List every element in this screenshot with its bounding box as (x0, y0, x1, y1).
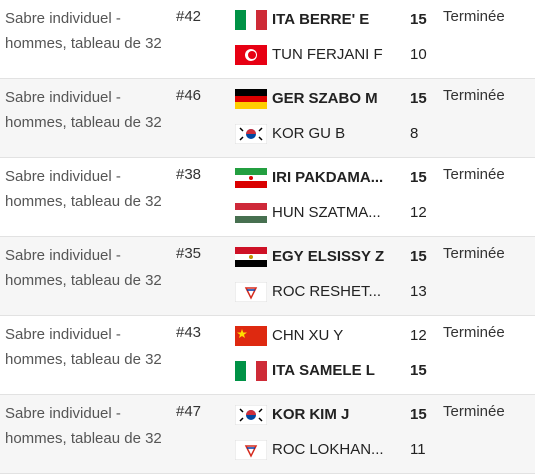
competitor: IRI PAKDAMA... 15 (235, 166, 535, 191)
score: 12 (410, 204, 427, 221)
competitor: EGY ELSISSY Z 15 (235, 245, 535, 270)
score: 15 (410, 248, 427, 265)
score: 10 (410, 46, 427, 63)
competitor: HUN SZATMA... 12 (235, 201, 535, 226)
match-row: Sabre individuel - hommes, tableau de 32… (0, 0, 535, 79)
competitor-label: ROC LOKHAN... (272, 441, 384, 458)
competitor: ITA SAMELE L 15 (235, 359, 535, 384)
competitor-label: ITA SAMELE L (272, 362, 375, 379)
competitor: ROC RESHET... 13 (235, 280, 535, 305)
competitor: KOR GU B 8 (235, 122, 535, 147)
athlete-name: FERJANI F (306, 46, 383, 63)
flag (235, 326, 267, 346)
athlete-name: PAKDAMA... (295, 169, 384, 186)
match-number: #43 (176, 324, 202, 341)
event-name: Sabre individuel - hommes, tableau de 32 (5, 168, 162, 210)
country-code: EGY (272, 248, 304, 265)
score: 11 (410, 441, 426, 458)
country-code: KOR (272, 406, 306, 423)
match-row: Sabre individuel - hommes, tableau de 32… (0, 395, 535, 474)
flag (235, 124, 267, 144)
match-number: #35 (176, 245, 202, 262)
flag (235, 89, 267, 109)
athlete-name: SZABO M (308, 90, 378, 107)
competitor-label: EGY ELSISSY Z (272, 248, 384, 265)
match-row: Sabre individuel - hommes, tableau de 32… (0, 158, 535, 237)
country-code: KOR (272, 125, 305, 142)
status: Terminée (443, 324, 505, 341)
event-name: Sabre individuel - hommes, tableau de 32 (5, 247, 162, 289)
athlete-name: KIM J (309, 406, 350, 423)
score: 15 (410, 90, 427, 107)
score: 15 (410, 11, 427, 28)
score: 13 (410, 283, 427, 300)
country-code: CHN (272, 327, 305, 344)
competitor: ITA BERRE' E 15 (235, 8, 535, 33)
competitor-label: HUN SZATMA... (272, 204, 381, 221)
competitor-label: KOR KIM J (272, 406, 349, 423)
competitor-label: ITA BERRE' E (272, 11, 369, 28)
event-name: Sabre individuel - hommes, tableau de 32 (5, 326, 162, 368)
score: 8 (410, 125, 419, 142)
score: 15 (410, 169, 427, 186)
athlete-name: ELSISSY Z (307, 248, 385, 265)
flag (235, 203, 267, 223)
match-row: Sabre individuel - hommes, tableau de 32… (0, 237, 535, 316)
flag (235, 10, 267, 30)
country-code: ITA (272, 362, 296, 379)
athlete-name: XU Y (308, 327, 344, 344)
athlete-name: GU B (308, 125, 346, 142)
match-number: #47 (176, 403, 202, 420)
country-code: ROC (272, 283, 306, 300)
score: 15 (410, 362, 427, 379)
athlete-name: SZATMA... (308, 204, 381, 221)
competitor-label: ROC RESHET... (272, 283, 381, 300)
athlete-name: RESHET... (309, 283, 382, 300)
country-code: GER (272, 90, 305, 107)
status: Terminée (443, 87, 505, 104)
flag (235, 45, 267, 65)
status: Terminée (443, 8, 505, 25)
flag (235, 405, 267, 425)
competitor-label: KOR GU B (272, 125, 345, 142)
flag (235, 440, 267, 460)
flag (235, 247, 267, 267)
match-row: Sabre individuel - hommes, tableau de 32… (0, 79, 535, 158)
competitor: TUN FERJANI F 10 (235, 43, 535, 68)
competitor-label: GER SZABO M (272, 90, 378, 107)
match-number: #46 (176, 87, 202, 104)
match-number: #42 (176, 8, 202, 25)
competitor: CHN XU Y 12 (235, 324, 535, 349)
status: Terminée (443, 166, 505, 183)
competitor: KOR KIM J 15 (235, 403, 535, 428)
country-code: HUN (272, 204, 305, 221)
athlete-name: SAMELE L (299, 362, 375, 379)
competitor-label: CHN XU Y (272, 327, 343, 344)
flag (235, 361, 267, 381)
event-name: Sabre individuel - hommes, tableau de 32 (5, 89, 162, 131)
flag (235, 168, 267, 188)
country-code: TUN (272, 46, 303, 63)
flag (235, 282, 267, 302)
match-number: #38 (176, 166, 202, 183)
country-code: IRI (272, 169, 292, 186)
athlete-name: BERRE' E (299, 11, 370, 28)
competitor-label: TUN FERJANI F (272, 46, 383, 63)
status: Terminée (443, 245, 505, 262)
score: 12 (410, 327, 427, 344)
event-name: Sabre individuel - hommes, tableau de 32 (5, 10, 162, 52)
competitor-label: IRI PAKDAMA... (272, 169, 383, 186)
athlete-name: LOKHAN... (309, 441, 384, 458)
match-row: Sabre individuel - hommes, tableau de 32… (0, 316, 535, 395)
country-code: ROC (272, 441, 306, 458)
competitor: GER SZABO M 15 (235, 87, 535, 112)
competitor: ROC LOKHAN... 11 (235, 438, 535, 463)
country-code: ITA (272, 11, 296, 28)
event-name: Sabre individuel - hommes, tableau de 32 (5, 405, 162, 447)
score: 15 (410, 406, 427, 423)
status: Terminée (443, 403, 505, 420)
